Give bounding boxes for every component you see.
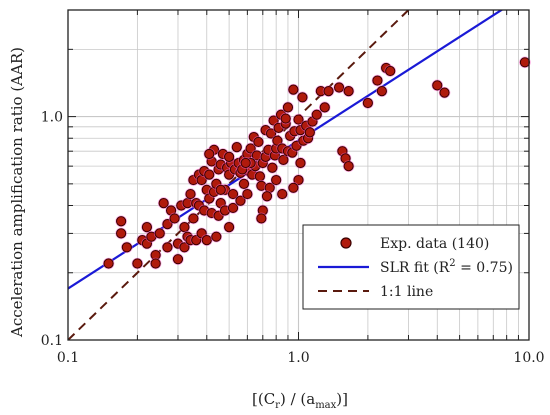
data-point	[271, 174, 282, 186]
data-point	[240, 157, 251, 169]
data-point	[169, 213, 180, 224]
x-axis-title-sub2: max	[315, 400, 336, 411]
data-point	[204, 148, 215, 160]
legend-slr-sup: 2	[449, 258, 455, 269]
data-point	[211, 231, 222, 242]
data-point	[293, 114, 304, 125]
data-point	[162, 219, 173, 230]
data-point	[304, 127, 315, 138]
data-point	[116, 216, 127, 227]
data-point	[150, 258, 161, 269]
data-point	[288, 84, 299, 95]
legend-points-label: Exp. data (140)	[380, 236, 489, 252]
data-point	[439, 87, 450, 98]
data-point	[162, 242, 173, 253]
data-point	[121, 242, 132, 253]
data-point	[323, 86, 334, 97]
data-point	[519, 57, 531, 68]
data-point	[154, 228, 165, 239]
data-point	[311, 109, 322, 120]
data-point	[132, 258, 143, 269]
data-point	[215, 184, 226, 195]
data-point	[227, 202, 239, 214]
data-point	[179, 222, 190, 233]
legend-slr-label: SLR fit (R2 = 0.75)	[380, 258, 513, 276]
data-point	[297, 92, 308, 103]
legend: Exp. data (140) SLR fit (R2 = 0.75) 1:1 …	[302, 224, 520, 310]
data-point	[277, 188, 288, 200]
x-axis-title: [(Cr) / (amax)]	[252, 390, 348, 411]
data-point	[267, 162, 278, 173]
data-point	[201, 235, 212, 246]
data-point	[185, 188, 196, 200]
legend-slr-suffix: = 0.75)	[456, 260, 513, 276]
data-point	[235, 195, 246, 206]
x-tick-label: 1.0	[287, 350, 309, 366]
y-tick-label: 0.1	[41, 333, 63, 349]
data-point	[333, 82, 345, 93]
data-point	[254, 171, 265, 182]
data-point	[385, 65, 396, 77]
data-point	[224, 222, 235, 233]
data-point	[245, 143, 256, 154]
data-point	[295, 157, 306, 169]
x-axis-title-prefix: [(C	[252, 390, 275, 408]
data-point	[362, 97, 373, 109]
data-point	[343, 161, 354, 172]
data-point	[103, 258, 114, 269]
data-point	[261, 191, 273, 202]
data-point	[231, 142, 242, 153]
data-point	[265, 128, 277, 139]
data-points	[102, 56, 531, 270]
x-tick-label: 10.0	[513, 350, 544, 366]
data-point	[343, 86, 354, 97]
tick-labels: 0.1 1.0 10.0 0.1 1.0	[41, 110, 545, 366]
data-point	[376, 86, 387, 97]
data-point	[204, 169, 215, 180]
data-point	[280, 113, 291, 124]
data-point	[116, 228, 127, 239]
data-point	[141, 222, 153, 233]
data-point	[227, 188, 239, 200]
x-axis-title-suffix: )]	[336, 390, 348, 408]
x-axis-title-mid: ) / (a	[280, 390, 315, 408]
data-point	[293, 174, 304, 186]
plot-frame	[67, 9, 530, 341]
legend-points-marker	[340, 237, 352, 249]
legend-one-to-one-label: 1:1 line	[380, 284, 433, 300]
data-point	[224, 151, 235, 163]
data-point	[432, 80, 443, 91]
x-tick-label: 0.1	[57, 350, 79, 366]
data-point	[172, 254, 184, 265]
data-point	[278, 154, 289, 165]
data-point	[256, 213, 267, 224]
data-point	[319, 102, 330, 113]
y-axis-title: Acceleration amplification ratio (AAR)	[8, 47, 26, 338]
legend-slr-prefix: SLR fit (R	[380, 260, 450, 276]
data-point	[288, 182, 299, 193]
data-point	[253, 136, 264, 148]
data-point	[179, 242, 190, 253]
data-point	[372, 75, 383, 86]
y-tick-label: 1.0	[41, 110, 63, 126]
data-point	[242, 188, 253, 200]
data-point	[188, 213, 199, 224]
data-point	[238, 178, 250, 189]
data-point	[282, 102, 294, 113]
x-axis-title-sub1: r	[275, 400, 280, 411]
data-point	[158, 197, 169, 209]
